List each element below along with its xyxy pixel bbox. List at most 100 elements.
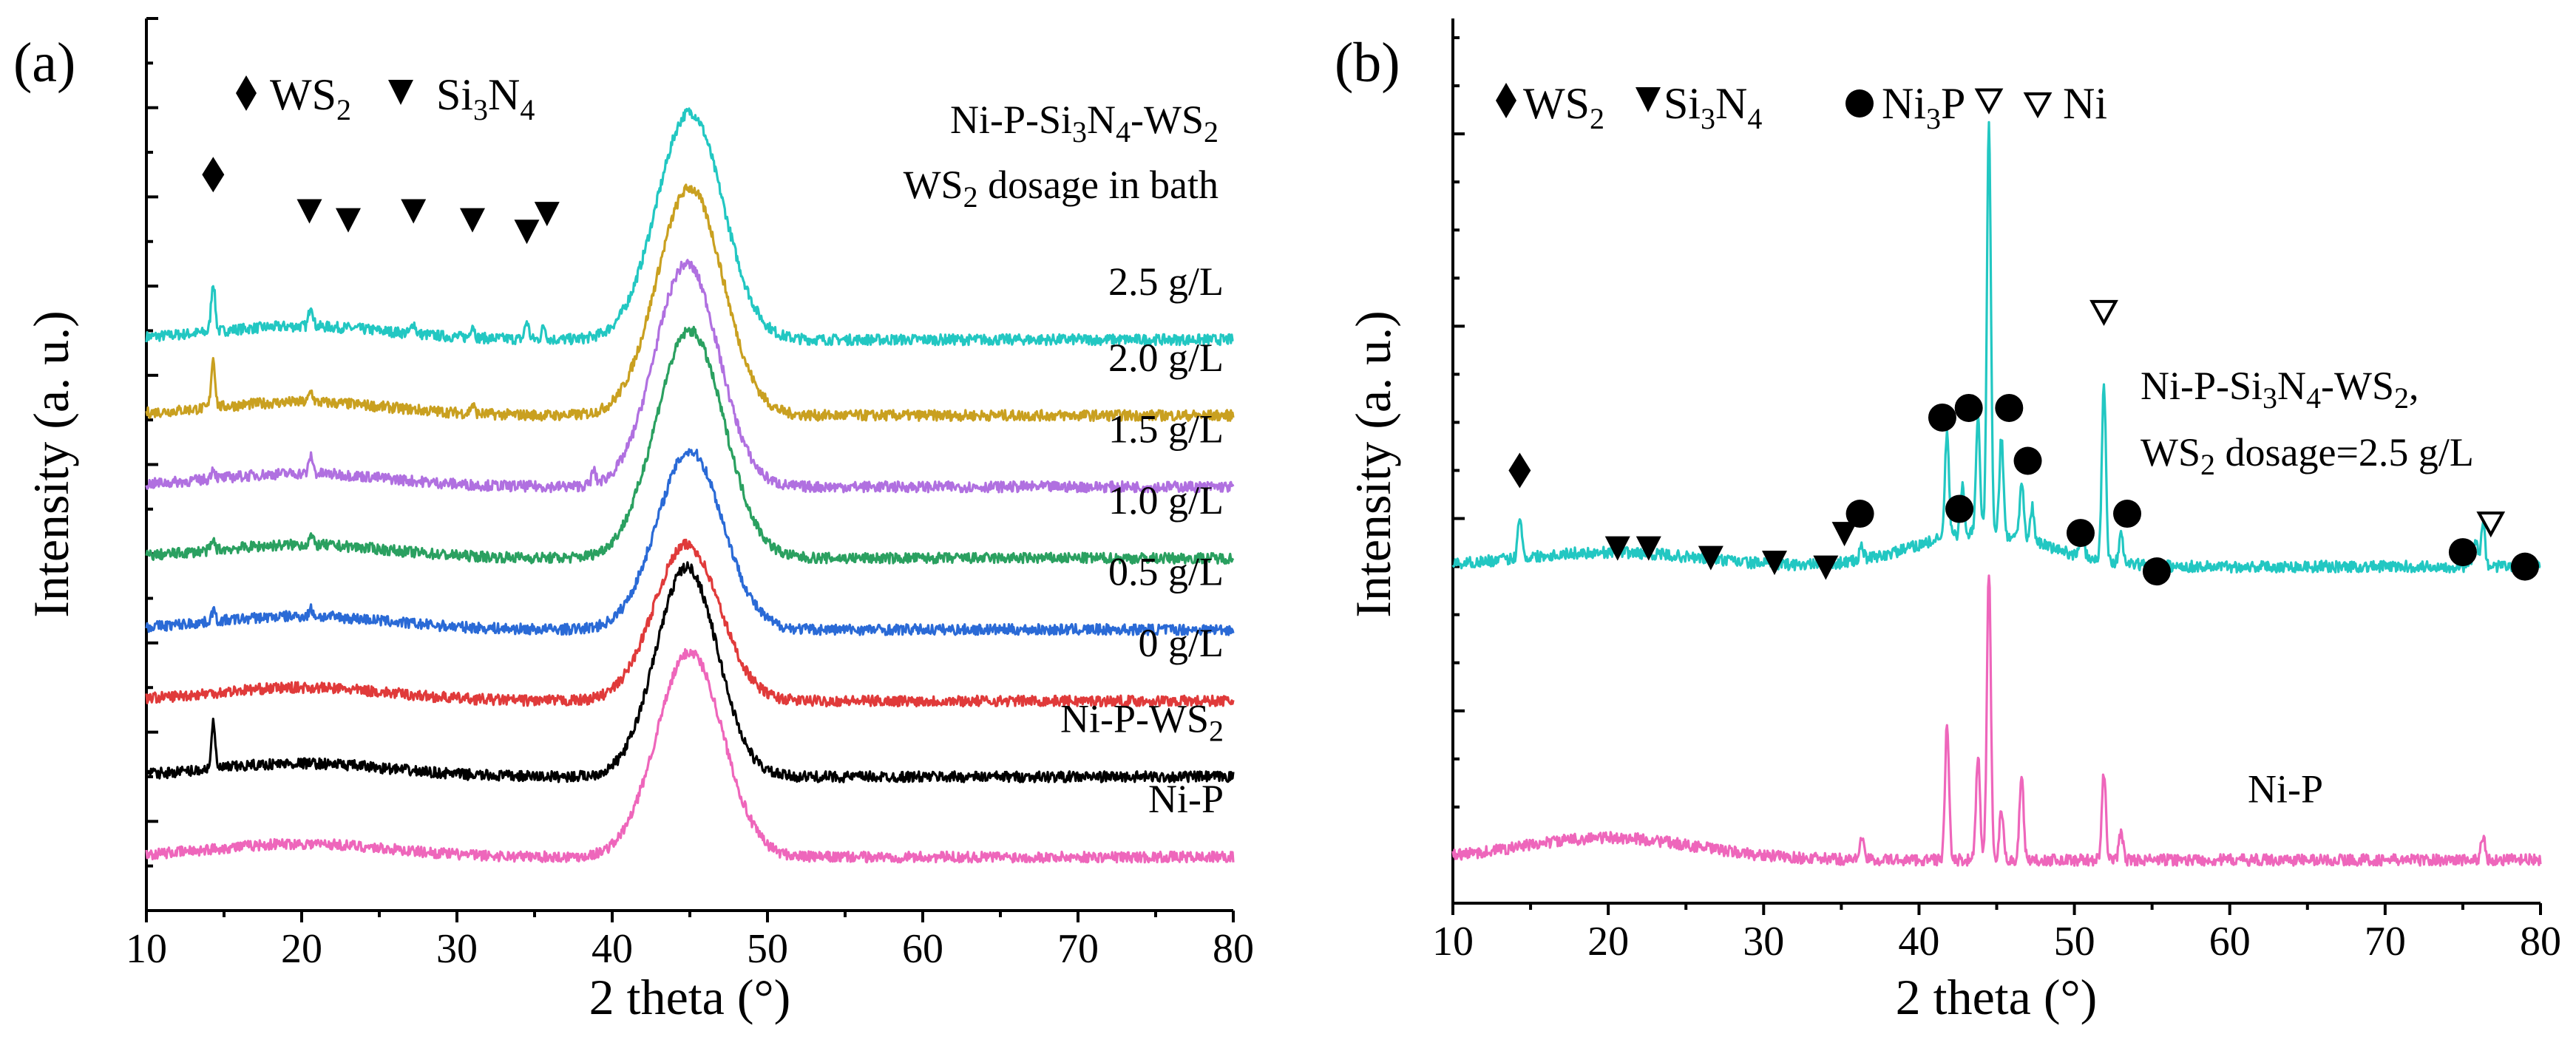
series-label: Ni-P-WS2 (1060, 697, 1224, 748)
panel-b-series-labels: Ni-P (2248, 766, 2323, 811)
legend-ws2-entry: WS2 (236, 70, 351, 126)
series-label: 1.0 g/L (1108, 478, 1224, 523)
si3n4-marker-icon (514, 220, 540, 245)
series-label: Ni-P (2248, 766, 2323, 811)
x-tick-label: 30 (1743, 919, 1784, 965)
filled-diamond-icon (1496, 83, 1516, 118)
panel-b-annotation-line2: WS2 dosage=2.5 g/L (2141, 430, 2474, 481)
ws2-marker-icon (1508, 452, 1531, 489)
panel-a-title-line1: Ni-P-Si3N4-WS2 (950, 98, 1218, 149)
si3n4-marker-icon (1636, 536, 1661, 561)
ni3p-marker-icon (1945, 494, 1974, 523)
ni3p-marker-icon (1995, 393, 2024, 422)
panel-b-y-axis-title: Intensity (a. u.) (1345, 310, 1401, 617)
series-trace (145, 183, 1235, 422)
legend-ni-entry: Ni (2023, 79, 2107, 128)
ws2-marker-icon (202, 157, 225, 193)
si3n4-marker-icon (1698, 545, 1723, 571)
filled-circle-icon (1845, 89, 1874, 118)
panel-b-x-axis-title: 2 theta (°) (1896, 969, 2098, 1025)
panel-a-legend: WS2 Si3N4 (236, 70, 535, 126)
si3n4-marker-icon (1831, 522, 1857, 547)
ni3p-marker-icon (2013, 446, 2042, 475)
legend-si3n4-entry: Si3N4 (1636, 79, 1762, 135)
x-tick-label: 50 (747, 926, 788, 972)
series-label: 2.0 g/L (1108, 336, 1224, 380)
panel-b-traces (1451, 120, 2542, 867)
legend-ws2-entry: WS2 (1496, 79, 1604, 135)
panel-a-series-labels: 2.5 g/L 2.0 g/L 1.5 g/L 1.0 g/L 0.5 g/L 0 g/L… (1060, 259, 1224, 821)
x-tick-label: 60 (902, 926, 943, 972)
ni-marker-icon (2476, 511, 2506, 538)
series-trace (145, 647, 1235, 864)
filled-diamond-icon (236, 75, 257, 111)
panel-b: (b) 10 20 30 40 50 60 70 80 Ni-P 2 theta (°) In… (1335, 18, 2561, 1025)
series-trace (1451, 574, 2542, 867)
panel-b-annotation-line1: Ni-P-Si3N4-WS2, (2141, 364, 2419, 415)
legend-ni3p-label: Ni3P (1882, 79, 1965, 135)
legend-ni-label: Ni (2063, 79, 2107, 128)
si3n4-marker-icon (534, 202, 560, 227)
panel-a-label: (a) (13, 32, 75, 94)
panel-b-y-ticks (1453, 36, 1465, 905)
series-trace (145, 325, 1235, 565)
panel-b-peak-markers (1508, 88, 2539, 586)
series-trace (145, 561, 1235, 783)
open-down-triangle-icon (2023, 92, 2053, 119)
panel-a-x-axis-title: 2 theta (°) (589, 969, 791, 1025)
legend-si3n4-entry: Si3N4 (388, 70, 535, 126)
panel-b-legend: WS2 Si3N4 Ni3P Ni (1496, 79, 2107, 135)
si3n4-marker-icon (1813, 555, 1839, 580)
ni-marker-icon (2089, 299, 2118, 326)
x-tick-label: 10 (126, 926, 167, 972)
ni3p-marker-icon (1954, 393, 1983, 422)
panel-a-x-ticks: 10 20 30 40 50 60 70 80 (126, 911, 1254, 972)
panel-a-y-axis-title: Intensity (a. u.) (23, 310, 79, 617)
si3n4-marker-icon (460, 208, 485, 233)
series-trace (145, 259, 1235, 494)
legend-ws2-label: WS2 (1523, 79, 1604, 135)
x-tick-label: 50 (2054, 919, 2095, 965)
si3n4-marker-icon (296, 199, 322, 224)
ni3p-marker-icon (2142, 557, 2171, 586)
x-tick-label: 20 (281, 926, 322, 972)
panel-a-y-ticks (146, 17, 158, 912)
si3n4-marker-icon (1761, 551, 1787, 576)
ni3p-marker-icon (2113, 500, 2142, 528)
x-tick-label: 60 (2209, 919, 2251, 965)
filled-down-triangle-icon (388, 80, 413, 105)
panel-a: (a) 10 20 30 40 50 60 70 80 2.5 g/L 2.0 g/L 1.5 g… (13, 17, 1254, 1025)
x-tick-label: 20 (1587, 919, 1629, 965)
panel-a-title-line2: WS2 dosage in bath (904, 163, 1218, 214)
x-tick-label: 80 (2520, 919, 2561, 965)
ni3p-marker-icon (2510, 552, 2539, 581)
panel-b-x-ticks: 10 20 30 40 50 60 70 80 (1432, 903, 2561, 965)
x-tick-label: 40 (1898, 919, 1939, 965)
x-tick-label: 40 (592, 926, 633, 972)
series-trace (145, 448, 1235, 636)
legend-si3n4-label: Si3N4 (436, 70, 535, 126)
x-tick-label: 80 (1213, 926, 1254, 972)
si3n4-marker-icon (1604, 536, 1630, 561)
ni3p-marker-icon (1845, 500, 1874, 528)
series-trace (145, 538, 1235, 708)
series-label: Ni-P (1148, 777, 1224, 821)
panel-b-label: (b) (1335, 32, 1400, 94)
legend-si3n4-label: Si3N4 (1664, 79, 1762, 135)
x-tick-label: 10 (1432, 919, 1474, 965)
series-label: 0 g/L (1139, 621, 1224, 665)
si3n4-marker-icon (336, 208, 361, 233)
ni3p-marker-icon (1928, 403, 1956, 432)
x-tick-label: 70 (1057, 926, 1099, 972)
panel-a-peak-markers (202, 157, 560, 245)
series-trace (1451, 120, 2541, 574)
ni3p-marker-icon (2066, 519, 2095, 548)
ni3p-marker-icon (2448, 538, 2477, 567)
series-label: 0.5 g/L (1108, 549, 1224, 593)
series-trace (145, 107, 1234, 347)
ni-marker-icon (1974, 88, 2004, 115)
series-label: 2.5 g/L (1108, 259, 1224, 304)
series-label: 1.5 g/L (1108, 407, 1224, 451)
si3n4-marker-icon (401, 199, 427, 224)
